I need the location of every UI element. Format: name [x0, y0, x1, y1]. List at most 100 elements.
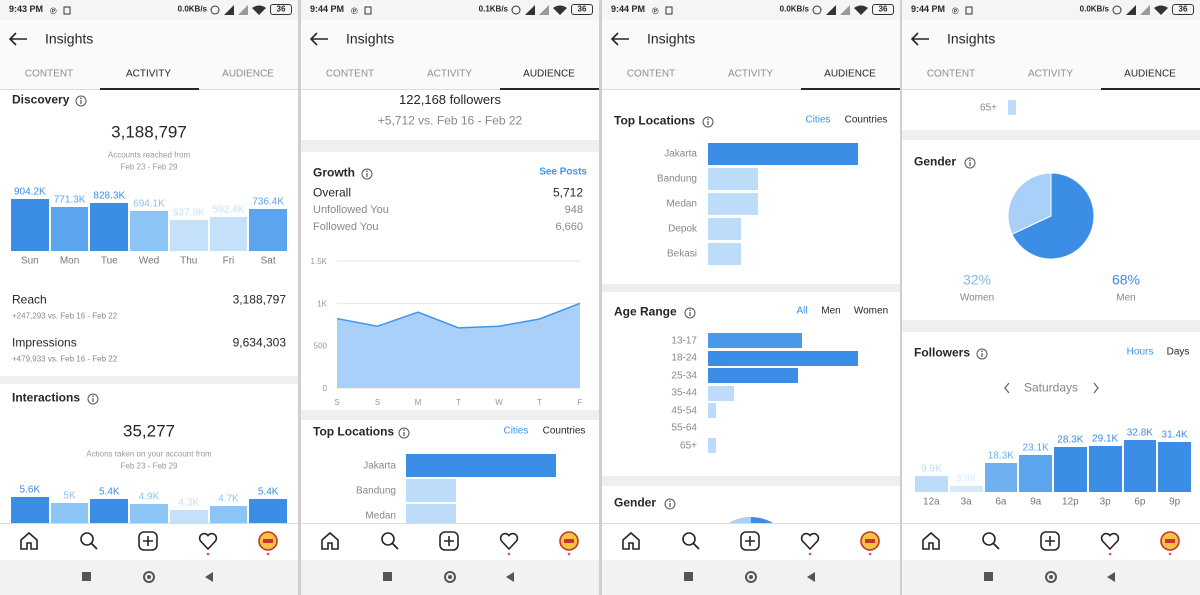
- tab[interactable]: ACTIVITY: [125, 68, 172, 80]
- home-button[interactable]: [143, 571, 155, 583]
- back-button[interactable]: [610, 32, 630, 46]
- search-tab[interactable]: [981, 531, 1001, 551]
- tab[interactable]: ACTIVITY: [426, 68, 473, 80]
- y-tick-label: 1K: [317, 299, 327, 308]
- back-system-button[interactable]: [1106, 572, 1116, 582]
- search-tab[interactable]: [380, 531, 400, 551]
- x-tick-label: S: [375, 398, 380, 407]
- back-system-button[interactable]: [806, 572, 816, 582]
- tab[interactable]: AUDIENCE: [1124, 68, 1176, 80]
- filter-option[interactable]: Men: [821, 305, 841, 317]
- bar: [169, 510, 208, 523]
- new-post-tab[interactable]: [138, 531, 159, 551]
- section-separator: [602, 284, 900, 292]
- new-post-tab[interactable]: [1040, 531, 1061, 551]
- activity-tab[interactable]: [198, 531, 218, 556]
- back-button[interactable]: [309, 32, 329, 46]
- home-button[interactable]: [444, 571, 456, 583]
- signal-icons: [210, 5, 266, 15]
- profile-tab[interactable]: [859, 531, 880, 556]
- bar-value-label: 5K: [63, 490, 76, 502]
- profile-tab[interactable]: [257, 531, 278, 556]
- tab[interactable]: CONTENT: [24, 68, 74, 80]
- y-tick-label: 65+: [680, 440, 697, 451]
- home-tab[interactable]: [921, 531, 941, 551]
- icon-shape: [854, 5, 868, 15]
- home-button[interactable]: [745, 571, 757, 583]
- home-button[interactable]: [1045, 571, 1057, 583]
- profile-tab[interactable]: [558, 531, 579, 556]
- icon-shape: [707, 118, 709, 120]
- status-time: 9:44 PM: [911, 4, 946, 15]
- info-icon[interactable]: [398, 427, 410, 439]
- tab[interactable]: ACTIVITY: [1027, 68, 1074, 80]
- new-post-tab[interactable]: [740, 531, 761, 551]
- icon-shape: [525, 5, 535, 15]
- icon-shape: [198, 532, 218, 551]
- filter-option[interactable]: Cities: [805, 114, 831, 126]
- bar-value-label: 5.4K: [98, 486, 120, 498]
- info-icon[interactable]: [702, 116, 714, 128]
- back-system-button[interactable]: [204, 572, 214, 582]
- growth-value: 5,712: [552, 185, 583, 200]
- info-icon[interactable]: [87, 393, 99, 405]
- home-tab[interactable]: [621, 531, 641, 551]
- system-nav: [0, 560, 298, 595]
- filter-option[interactable]: Countries: [844, 114, 888, 126]
- back-button[interactable]: [8, 32, 28, 46]
- home-tab[interactable]: [320, 531, 340, 551]
- recents-button[interactable]: [984, 572, 994, 582]
- new-post-tab[interactable]: [439, 531, 460, 551]
- tab[interactable]: ACTIVITY: [727, 68, 774, 80]
- see-posts-link[interactable]: See Posts: [539, 166, 587, 178]
- icon-shape: [964, 157, 976, 169]
- back-button[interactable]: [910, 32, 930, 46]
- info-icon[interactable]: [684, 307, 696, 319]
- profile-tab[interactable]: [1159, 531, 1180, 556]
- section-title: Interactions: [12, 390, 81, 405]
- search-tab[interactable]: [79, 531, 99, 551]
- filter-option[interactable]: Cities: [503, 425, 529, 437]
- info-icon[interactable]: [75, 95, 87, 107]
- activity-tab[interactable]: [800, 531, 820, 556]
- tab[interactable]: AUDIENCE: [222, 68, 274, 80]
- recents-button[interactable]: [82, 572, 92, 582]
- icon-shape: [252, 5, 266, 15]
- recents-button[interactable]: [684, 572, 694, 582]
- tab-bar: CONTENT ACTIVITY AUDIENCE: [0, 58, 298, 90]
- status-time: 9:44 PM: [611, 4, 646, 15]
- bar-value-label: 31.4K: [1161, 429, 1188, 441]
- info-icon[interactable]: [664, 498, 676, 510]
- metric-value: 9,634,303: [232, 335, 286, 350]
- filter-option[interactable]: All: [796, 305, 808, 317]
- activity-tab[interactable]: [499, 531, 519, 556]
- prev-arrow[interactable]: [1003, 382, 1011, 394]
- x-tick-label: Mon: [59, 255, 80, 267]
- icon-shape: [984, 572, 993, 581]
- tab[interactable]: CONTENT: [325, 68, 375, 80]
- tab[interactable]: CONTENT: [926, 68, 976, 80]
- x-tick-label: Wed: [138, 255, 160, 267]
- section-title: Followers: [914, 345, 971, 360]
- filter-option[interactable]: Days: [1166, 346, 1190, 358]
- tab[interactable]: AUDIENCE: [824, 68, 876, 80]
- x-tick-label: W: [495, 398, 503, 407]
- next-arrow[interactable]: [1092, 382, 1100, 394]
- system-nav: [902, 560, 1200, 595]
- activity-tab[interactable]: [1100, 531, 1120, 556]
- back-system-button[interactable]: [505, 572, 515, 582]
- bar: [984, 462, 1018, 492]
- filter-option[interactable]: Countries: [542, 425, 586, 437]
- home-tab[interactable]: [19, 531, 39, 551]
- info-icon[interactable]: [976, 348, 988, 360]
- filter-option[interactable]: Women: [853, 305, 889, 317]
- info-icon[interactable]: [964, 157, 976, 169]
- tab[interactable]: AUDIENCE: [523, 68, 575, 80]
- filter-option[interactable]: Hours: [1126, 346, 1154, 358]
- tab[interactable]: CONTENT: [626, 68, 676, 80]
- search-tab[interactable]: [681, 531, 701, 551]
- icon-shape: [539, 5, 549, 15]
- info-icon[interactable]: [361, 168, 373, 180]
- battery: 36: [872, 4, 894, 15]
- recents-button[interactable]: [383, 572, 393, 582]
